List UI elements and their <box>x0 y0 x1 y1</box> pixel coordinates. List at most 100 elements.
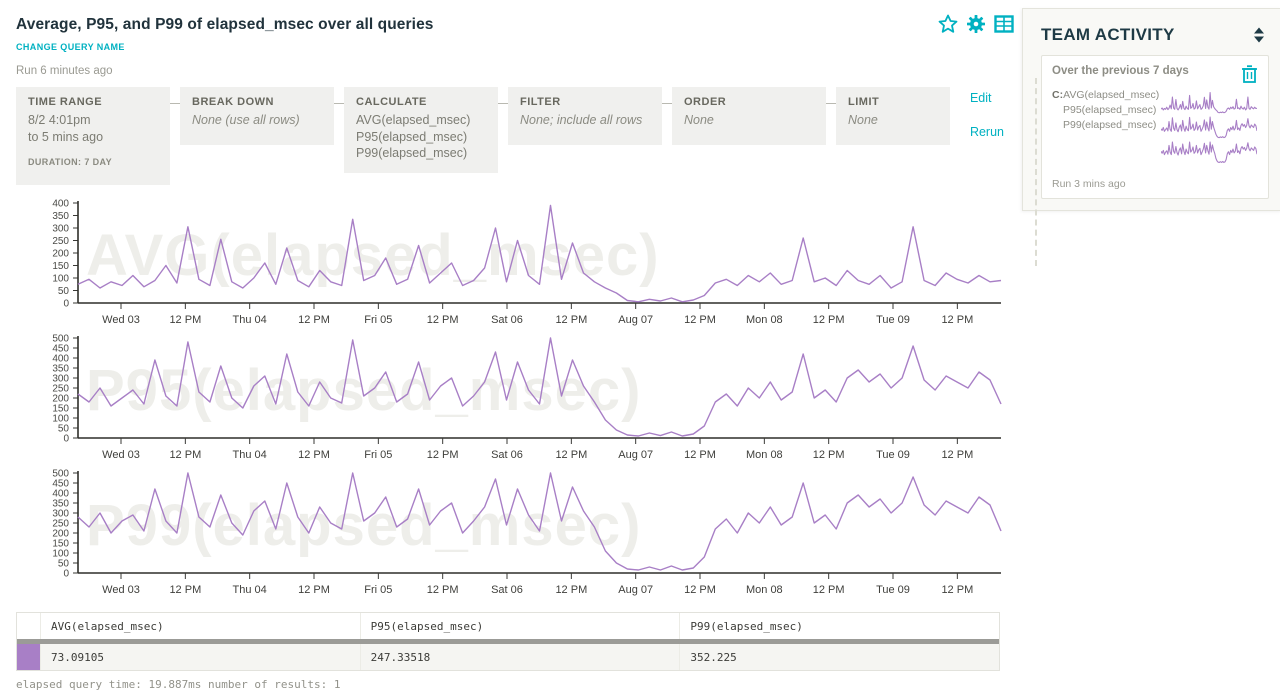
limit-label: LIMIT <box>848 96 880 108</box>
svg-text:100: 100 <box>52 549 69 560</box>
order-value: None <box>684 113 714 127</box>
svg-text:Sat 06: Sat 06 <box>491 584 523 596</box>
rerun-link[interactable]: Rerun <box>969 125 1004 139</box>
sparkline-p95 <box>1161 116 1258 139</box>
svg-text:150: 150 <box>52 539 69 550</box>
svg-text:12 PM: 12 PM <box>169 314 201 326</box>
builder-connector <box>170 103 180 104</box>
svg-text:Aug 07: Aug 07 <box>618 314 653 326</box>
svg-text:150: 150 <box>52 261 69 272</box>
svg-text:Wed 03: Wed 03 <box>102 449 140 461</box>
svg-text:Wed 03: Wed 03 <box>102 314 140 326</box>
sparkline-p99 <box>1161 141 1258 163</box>
time-range-end: to 5 mins ago <box>28 129 104 144</box>
swatch-column-header <box>17 613 41 639</box>
sort-order-icon[interactable] <box>1253 27 1265 43</box>
svg-text:50: 50 <box>58 424 70 435</box>
break-down-label: BREAK DOWN <box>192 96 274 108</box>
order-box[interactable]: ORDER None <box>672 87 826 145</box>
svg-text:50: 50 <box>58 286 70 297</box>
svg-text:300: 300 <box>52 374 69 385</box>
calculate-box[interactable]: CALCULATE AVG(elapsed_msec) P95(elapsed_… <box>344 87 498 173</box>
svg-text:Mon 08: Mon 08 <box>746 314 783 326</box>
activity-run-ago: Run 3 mins ago <box>1052 178 1126 190</box>
svg-text:12 PM: 12 PM <box>298 584 330 596</box>
svg-text:Fri 05: Fri 05 <box>364 449 392 461</box>
activity-p99-label: P99(elapsed_msec) <box>1063 119 1157 132</box>
calculate-p95: P95(elapsed_msec) <box>356 129 468 144</box>
filter-box[interactable]: FILTER None; include all rows <box>508 87 662 145</box>
svg-text:Fri 05: Fri 05 <box>364 584 392 596</box>
svg-text:0: 0 <box>63 434 69 445</box>
limit-value: None <box>848 113 878 127</box>
svg-text:450: 450 <box>52 344 69 355</box>
svg-text:Thu 04: Thu 04 <box>233 449 267 461</box>
svg-text:Mon 08: Mon 08 <box>746 584 783 596</box>
builder-connector <box>662 103 672 104</box>
svg-text:300: 300 <box>52 509 69 520</box>
svg-text:400: 400 <box>52 354 69 365</box>
svg-text:12 PM: 12 PM <box>684 314 716 326</box>
table-divider-bar <box>17 639 999 644</box>
svg-text:0: 0 <box>63 299 69 310</box>
svg-text:Sat 06: Sat 06 <box>491 314 523 326</box>
edit-link[interactable]: Edit <box>969 91 992 105</box>
calculate-label: CALCULATE <box>356 96 427 108</box>
chart-avg-elapsed-msec[interactable]: AVG(elapsed_msec) 0 50 100 150 200 250 300 350 40… <box>16 199 1010 334</box>
svg-text:150: 150 <box>52 404 69 415</box>
svg-text:Aug 07: Aug 07 <box>618 584 653 596</box>
chart-p99-elapsed-msec[interactable]: P99(elapsed_msec) 0 50 100 150 200 250 300 350 40… <box>16 469 1010 604</box>
break-down-box[interactable]: BREAK DOWN None (use all rows) <box>180 87 334 145</box>
team-activity-title: TEAM ACTIVITY <box>1041 25 1175 44</box>
svg-text:350: 350 <box>52 499 69 510</box>
query-main-panel: Average, P95, and P99 of elapsed_msec ov… <box>16 14 1014 691</box>
calculate-p99: P99(elapsed_msec) <box>356 146 468 161</box>
chart-p95-elapsed-msec[interactable]: P95(elapsed_msec) 0 50 100 150 200 250 300 350 40… <box>16 334 1010 469</box>
svg-text:12 PM: 12 PM <box>684 584 716 596</box>
svg-text:200: 200 <box>52 394 69 405</box>
time-range-box[interactable]: TIME RANGE 8/2 4:01pm to 5 mins ago DURA… <box>16 87 170 185</box>
break-down-value: None (use all rows) <box>192 113 300 127</box>
svg-text:500: 500 <box>52 334 69 345</box>
svg-text:200: 200 <box>52 249 69 260</box>
svg-text:12 PM: 12 PM <box>813 449 845 461</box>
svg-text:Tue 09: Tue 09 <box>876 314 910 326</box>
svg-text:12 PM: 12 PM <box>813 314 845 326</box>
table-row[interactable]: 73.09105 247.33518 352.225 <box>17 644 999 671</box>
p99-value-cell: 352.225 <box>690 651 737 664</box>
header-actions <box>938 14 1014 34</box>
builder-connector <box>334 103 344 104</box>
change-query-name-link[interactable]: CHANGE QUERY NAME <box>16 42 125 52</box>
series-swatch-cell <box>17 644 41 670</box>
svg-text:350: 350 <box>52 364 69 375</box>
svg-text:12 PM: 12 PM <box>298 449 330 461</box>
svg-text:50: 50 <box>58 559 70 570</box>
trash-icon[interactable] <box>1241 65 1258 83</box>
results-table-header: AVG(elapsed_msec) P95(elapsed_msec) P99(… <box>17 613 999 639</box>
series-color-swatch <box>17 644 40 670</box>
limit-box[interactable]: LIMIT None <box>836 87 950 145</box>
table-view-icon[interactable] <box>994 14 1014 34</box>
svg-text:12 PM: 12 PM <box>169 449 201 461</box>
svg-text:250: 250 <box>52 384 69 395</box>
svg-text:12 PM: 12 PM <box>555 314 587 326</box>
builder-connector <box>826 103 836 104</box>
star-icon[interactable] <box>938 14 958 34</box>
results-table: AVG(elapsed_msec) P95(elapsed_msec) P99(… <box>16 612 1000 671</box>
svg-text:12 PM: 12 PM <box>298 314 330 326</box>
activity-sparklines <box>1161 88 1258 164</box>
svg-text:P95(elapsed_msec): P95(elapsed_msec) <box>86 358 641 423</box>
svg-text:Wed 03: Wed 03 <box>102 584 140 596</box>
svg-text:Thu 04: Thu 04 <box>233 314 267 326</box>
filter-value: None; include all rows <box>520 113 643 127</box>
svg-text:AVG(elapsed_msec): AVG(elapsed_msec) <box>86 223 660 288</box>
svg-text:450: 450 <box>52 479 69 490</box>
svg-text:250: 250 <box>52 236 69 247</box>
gear-icon[interactable] <box>966 14 986 34</box>
activity-card[interactable]: Over the previous 7 days C:AVG(elapsed_m… <box>1041 55 1269 199</box>
svg-text:Sat 06: Sat 06 <box>491 449 523 461</box>
svg-text:12 PM: 12 PM <box>813 584 845 596</box>
svg-text:12 PM: 12 PM <box>684 449 716 461</box>
avg-value-cell: 73.09105 <box>41 644 361 670</box>
calc-prefix: C: <box>1052 89 1064 101</box>
